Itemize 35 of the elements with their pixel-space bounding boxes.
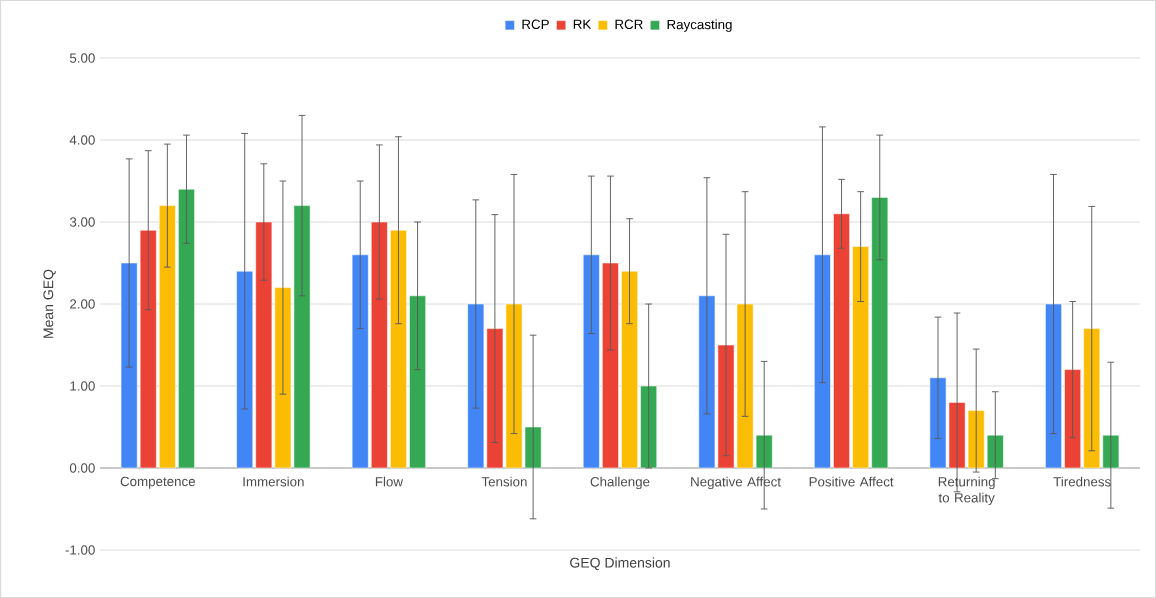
bar: [390, 229, 407, 469]
x-tick-label: Tension: [481, 476, 527, 487]
bar: [602, 262, 619, 469]
x-tick-label: Returning to Reality: [938, 476, 995, 506]
x-tick-label: Flow: [375, 476, 404, 487]
y-tick-label: 0.00: [69, 463, 95, 473]
x-tick-label: Immersion: [243, 476, 304, 487]
y-tick-label: 4.00: [69, 135, 95, 145]
legend-label: RK: [573, 19, 592, 29]
bar: [409, 295, 426, 469]
bar: [621, 270, 638, 469]
y-tick-label: 1.00: [70, 381, 95, 391]
bar: [159, 205, 176, 469]
y-tick-label: 5.00: [69, 53, 95, 63]
x-axis-title: GEQ Dimension: [570, 557, 670, 571]
y-axis-title: Mean GEQ: [43, 269, 56, 338]
bar: [871, 197, 889, 469]
bar: [178, 188, 195, 469]
bar: [370, 221, 388, 469]
y-tick-label: -1.00: [65, 545, 95, 555]
bar: [852, 246, 869, 469]
bar: [351, 254, 369, 469]
x-tick-label: Positive Affect: [809, 476, 894, 487]
bar: [582, 254, 600, 469]
y-tick-label: 3.00: [69, 217, 95, 227]
x-tick-label: Challenge: [590, 476, 650, 490]
x-tick-label: Competence: [120, 476, 195, 489]
legend-label: RCR: [615, 19, 643, 30]
bar: [1102, 434, 1120, 469]
bar: [139, 229, 157, 469]
legend-label: RCP: [522, 19, 549, 30]
bar: [986, 434, 1004, 469]
legend-label: Raycasting: [667, 19, 732, 32]
bar: [833, 213, 850, 469]
y-tick-label: 2.00: [70, 299, 95, 309]
